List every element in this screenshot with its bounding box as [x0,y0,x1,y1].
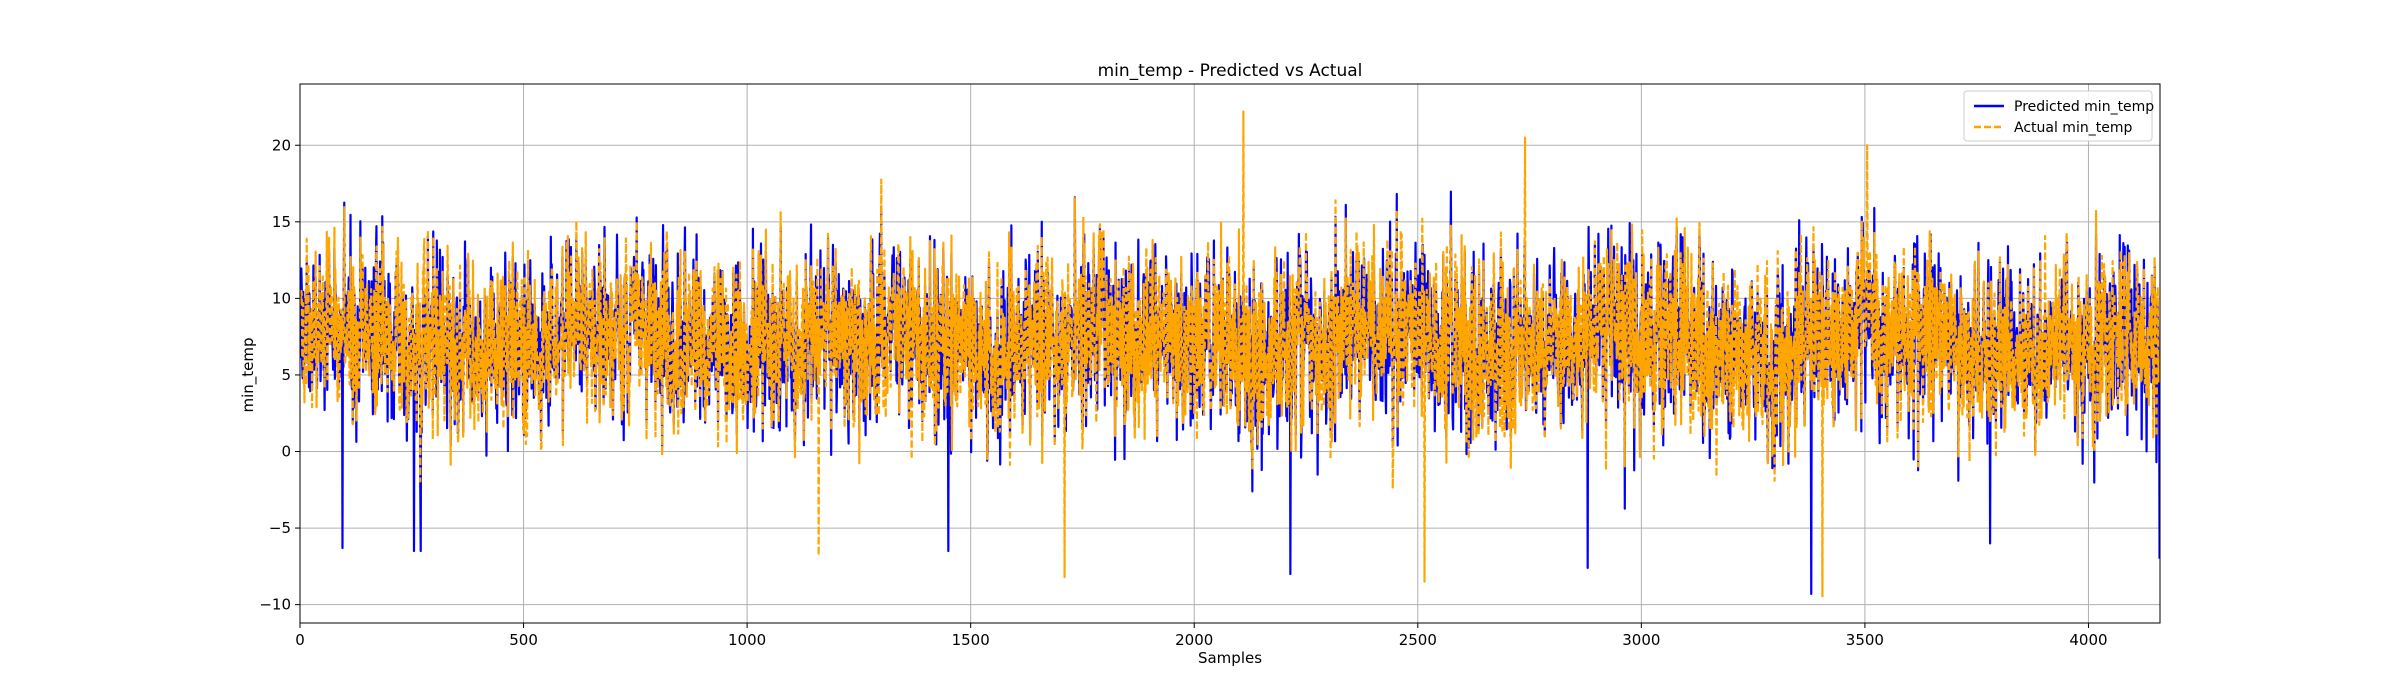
y-tick-label: −5 [269,519,291,537]
y-axis-label: min_temp [239,337,258,412]
actual-series-line [300,110,2160,599]
chart-title: min_temp - Predicted vs Actual [1098,61,1363,81]
legend-label: Actual min_temp [2014,120,2132,136]
y-tick-label: 5 [281,366,291,384]
x-tick-label: 4000 [2069,631,2107,649]
y-tick-label: 10 [272,289,291,307]
y-tick-label: 15 [272,213,291,231]
x-tick-label: 3500 [1846,631,1884,649]
y-tick-label: 20 [272,136,291,154]
y-tick-label: 0 [281,443,291,461]
y-tick-label: −10 [259,596,291,614]
legend: Predicted min_temp Actual min_temp [1963,90,2154,142]
x-tick-label: 1000 [728,631,766,649]
y-axis: −10 −5 0 5 10 15 20 [259,136,300,614]
x-tick-label: 0 [295,631,305,649]
x-tick-label: 2500 [1399,631,1437,649]
legend-box [1963,90,2153,142]
plot-frame [299,83,2161,624]
plot-series [300,110,2160,599]
x-axis-label: Samples [1198,649,1262,667]
x-tick-label: 1500 [952,631,990,649]
x-tick-label: 2000 [1175,631,1213,649]
x-axis: 0 500 1000 1500 2000 2500 3000 3500 4000 [295,623,2108,649]
x-tick-label: 3000 [1622,631,1660,649]
legend-label: Predicted min_temp [2014,99,2154,115]
x-tick-label: 500 [509,631,538,649]
